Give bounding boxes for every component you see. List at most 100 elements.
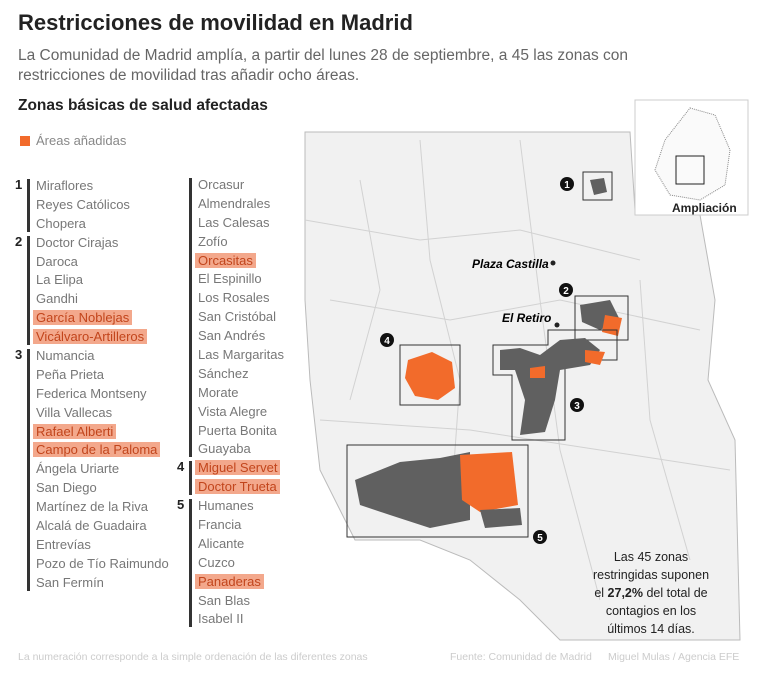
zone-item: Los Rosales — [195, 289, 287, 308]
marker-4: 4 — [384, 336, 390, 347]
zone-item: Cuzco — [195, 554, 287, 573]
group-bar — [27, 235, 30, 346]
zone-item: Alicante — [195, 535, 287, 554]
zone-name: Miguel Servet — [195, 460, 281, 476]
zone-name: Alicante — [198, 535, 245, 551]
zone-item: Guayaba — [195, 440, 287, 459]
zone-item: San Cristóbal — [195, 308, 287, 327]
group-number: 5 — [177, 497, 185, 513]
zone-name: Vista Alegre — [198, 403, 268, 419]
zone-name: Isabel II — [198, 611, 244, 627]
zone-item: Sánchez — [195, 365, 287, 384]
zone-item: Ángela Uriarte — [33, 460, 172, 479]
note-text-end: del total de contagios en los últimos 14… — [605, 586, 708, 636]
zone-name: San Andrés — [198, 328, 266, 344]
footer-credit: Miguel Mulas / Agencia EFE — [608, 651, 740, 663]
zone-item: Las Calesas — [195, 214, 287, 233]
zone-name: Orcasur — [198, 177, 245, 192]
zone-item: San Andrés — [195, 327, 287, 346]
region-outline — [654, 107, 731, 201]
zone-item: Isabel II — [195, 610, 287, 629]
group-number: 2 — [15, 233, 23, 249]
note-percentage: 27,2% — [607, 586, 643, 600]
zone-list-column-1: 1 Miraflores Reyes Católicos Chopera 2 Doctor… — [15, 177, 172, 593]
zone-group: 3 Numancia Peña Prieta Federica Montseny Vil… — [15, 347, 172, 593]
zone-name: Gandhi — [36, 291, 78, 307]
zone-name: Ángela Uriarte — [36, 461, 120, 477]
zone-name: Numancia — [36, 348, 95, 364]
zone-name: Alcalá de Guadaira — [36, 518, 147, 534]
stat-note: Las 45 zonas restringidas suponen el 27,… — [590, 548, 712, 638]
zone-item: Federica Montseny — [33, 385, 172, 404]
zone-item: Peña Prieta — [33, 366, 172, 385]
zone-name: Panaderas — [195, 573, 264, 589]
zone-item: Las Margaritas — [195, 346, 287, 365]
zone-name: San Blas — [198, 592, 251, 608]
zone-item: Martínez de la Riva — [33, 498, 172, 517]
zone-name: Rafael Alberti — [33, 423, 117, 439]
zone-group: Orcasur Almendrales Las Calesas Zofío Orcasi… — [180, 176, 287, 459]
zone-item: Chopera — [33, 215, 172, 234]
inset-label: Ampliación — [672, 201, 737, 215]
zone-list-column-2: Orcasur Almendrales Las Calesas Zofío Orcasi… — [177, 176, 287, 629]
zone-name: Orcasitas — [195, 252, 256, 268]
zone-item: Miguel Servet — [195, 459, 287, 478]
zone-name: Puerta Bonita — [198, 422, 277, 438]
zone-item: Vicálvaro-Artilleros — [33, 328, 172, 347]
zone-item: Gandhi — [33, 290, 172, 309]
zone-name: Villa Vallecas — [36, 404, 113, 420]
zone-item: Orcasitas — [195, 252, 287, 271]
zone-name: Campo de la Paloma — [33, 442, 161, 458]
marker-5: 5 — [537, 533, 543, 544]
group-bar — [189, 461, 192, 496]
zone-name: Entrevías — [36, 536, 91, 552]
legend: Áreas añadidas — [20, 133, 126, 148]
zone-name: San Fermín — [36, 574, 104, 590]
zone-item: Entrevías — [33, 536, 172, 555]
zone-name: Francia — [198, 517, 242, 533]
place-label-el-retiro: El Retiro — [502, 311, 551, 325]
zone-item: Villa Vallecas — [33, 404, 172, 423]
zone-name: Doctor Trueta — [195, 479, 280, 495]
zone-item: Rafael Alberti — [33, 423, 172, 442]
zone-name: Miraflores — [36, 178, 94, 193]
zone-item: García Noblejas — [33, 309, 172, 328]
zone-name: La Elipa — [36, 272, 83, 288]
zone-name: Morate — [198, 384, 239, 400]
zone-name: El Espinillo — [198, 271, 262, 287]
section-title: Zonas básicas de salud afectadas — [18, 97, 268, 114]
zone-item: Orcasur — [195, 176, 287, 195]
zone-item: Almendrales — [195, 195, 287, 214]
zone-item: Miraflores — [33, 177, 172, 196]
zone-item: El Espinillo — [195, 270, 287, 289]
zone-name: San Cristóbal — [198, 309, 277, 325]
zone-name: Sánchez — [198, 365, 249, 381]
zone-item: Reyes Católicos — [33, 196, 172, 215]
zone-item: Panaderas — [195, 573, 287, 592]
zone-name: Guayaba — [198, 441, 251, 457]
zone-item: Vista Alegre — [195, 403, 287, 422]
zone-name: Chopera — [36, 215, 86, 231]
group-number: 1 — [15, 177, 23, 192]
zone-group: 5 Humanes Francia Alicante Cuzco Panaderas San… — [177, 497, 287, 629]
zone-item: La Elipa — [33, 271, 172, 290]
zone-item: San Fermín — [33, 574, 172, 593]
zone-name: García Noblejas — [33, 310, 133, 326]
zone-item: Zofío — [195, 233, 287, 252]
zone-name: Federica Montseny — [36, 385, 147, 401]
group-bar — [27, 179, 30, 232]
zone-item: Campo de la Paloma — [33, 441, 172, 460]
group-bar — [27, 349, 30, 591]
group-number: 3 — [15, 347, 23, 363]
zone-item: Humanes — [195, 497, 287, 516]
subtitle: La Comunidad de Madrid amplía, a partir … — [18, 47, 629, 84]
zone-name: Peña Prieta — [36, 366, 104, 382]
zone-name: Zofío — [198, 233, 228, 249]
zone-item: Puerta Bonita — [195, 422, 287, 441]
zone-group: 2 Doctor Cirajas Daroca La Elipa Gandhi Garcí… — [15, 233, 172, 347]
zone-name: Pozo de Tío Raimundo — [36, 555, 169, 571]
zone-item: Alcalá de Guadaira — [33, 517, 172, 536]
zone-item: Doctor Cirajas — [33, 234, 172, 253]
zone-box-2 — [574, 295, 629, 341]
